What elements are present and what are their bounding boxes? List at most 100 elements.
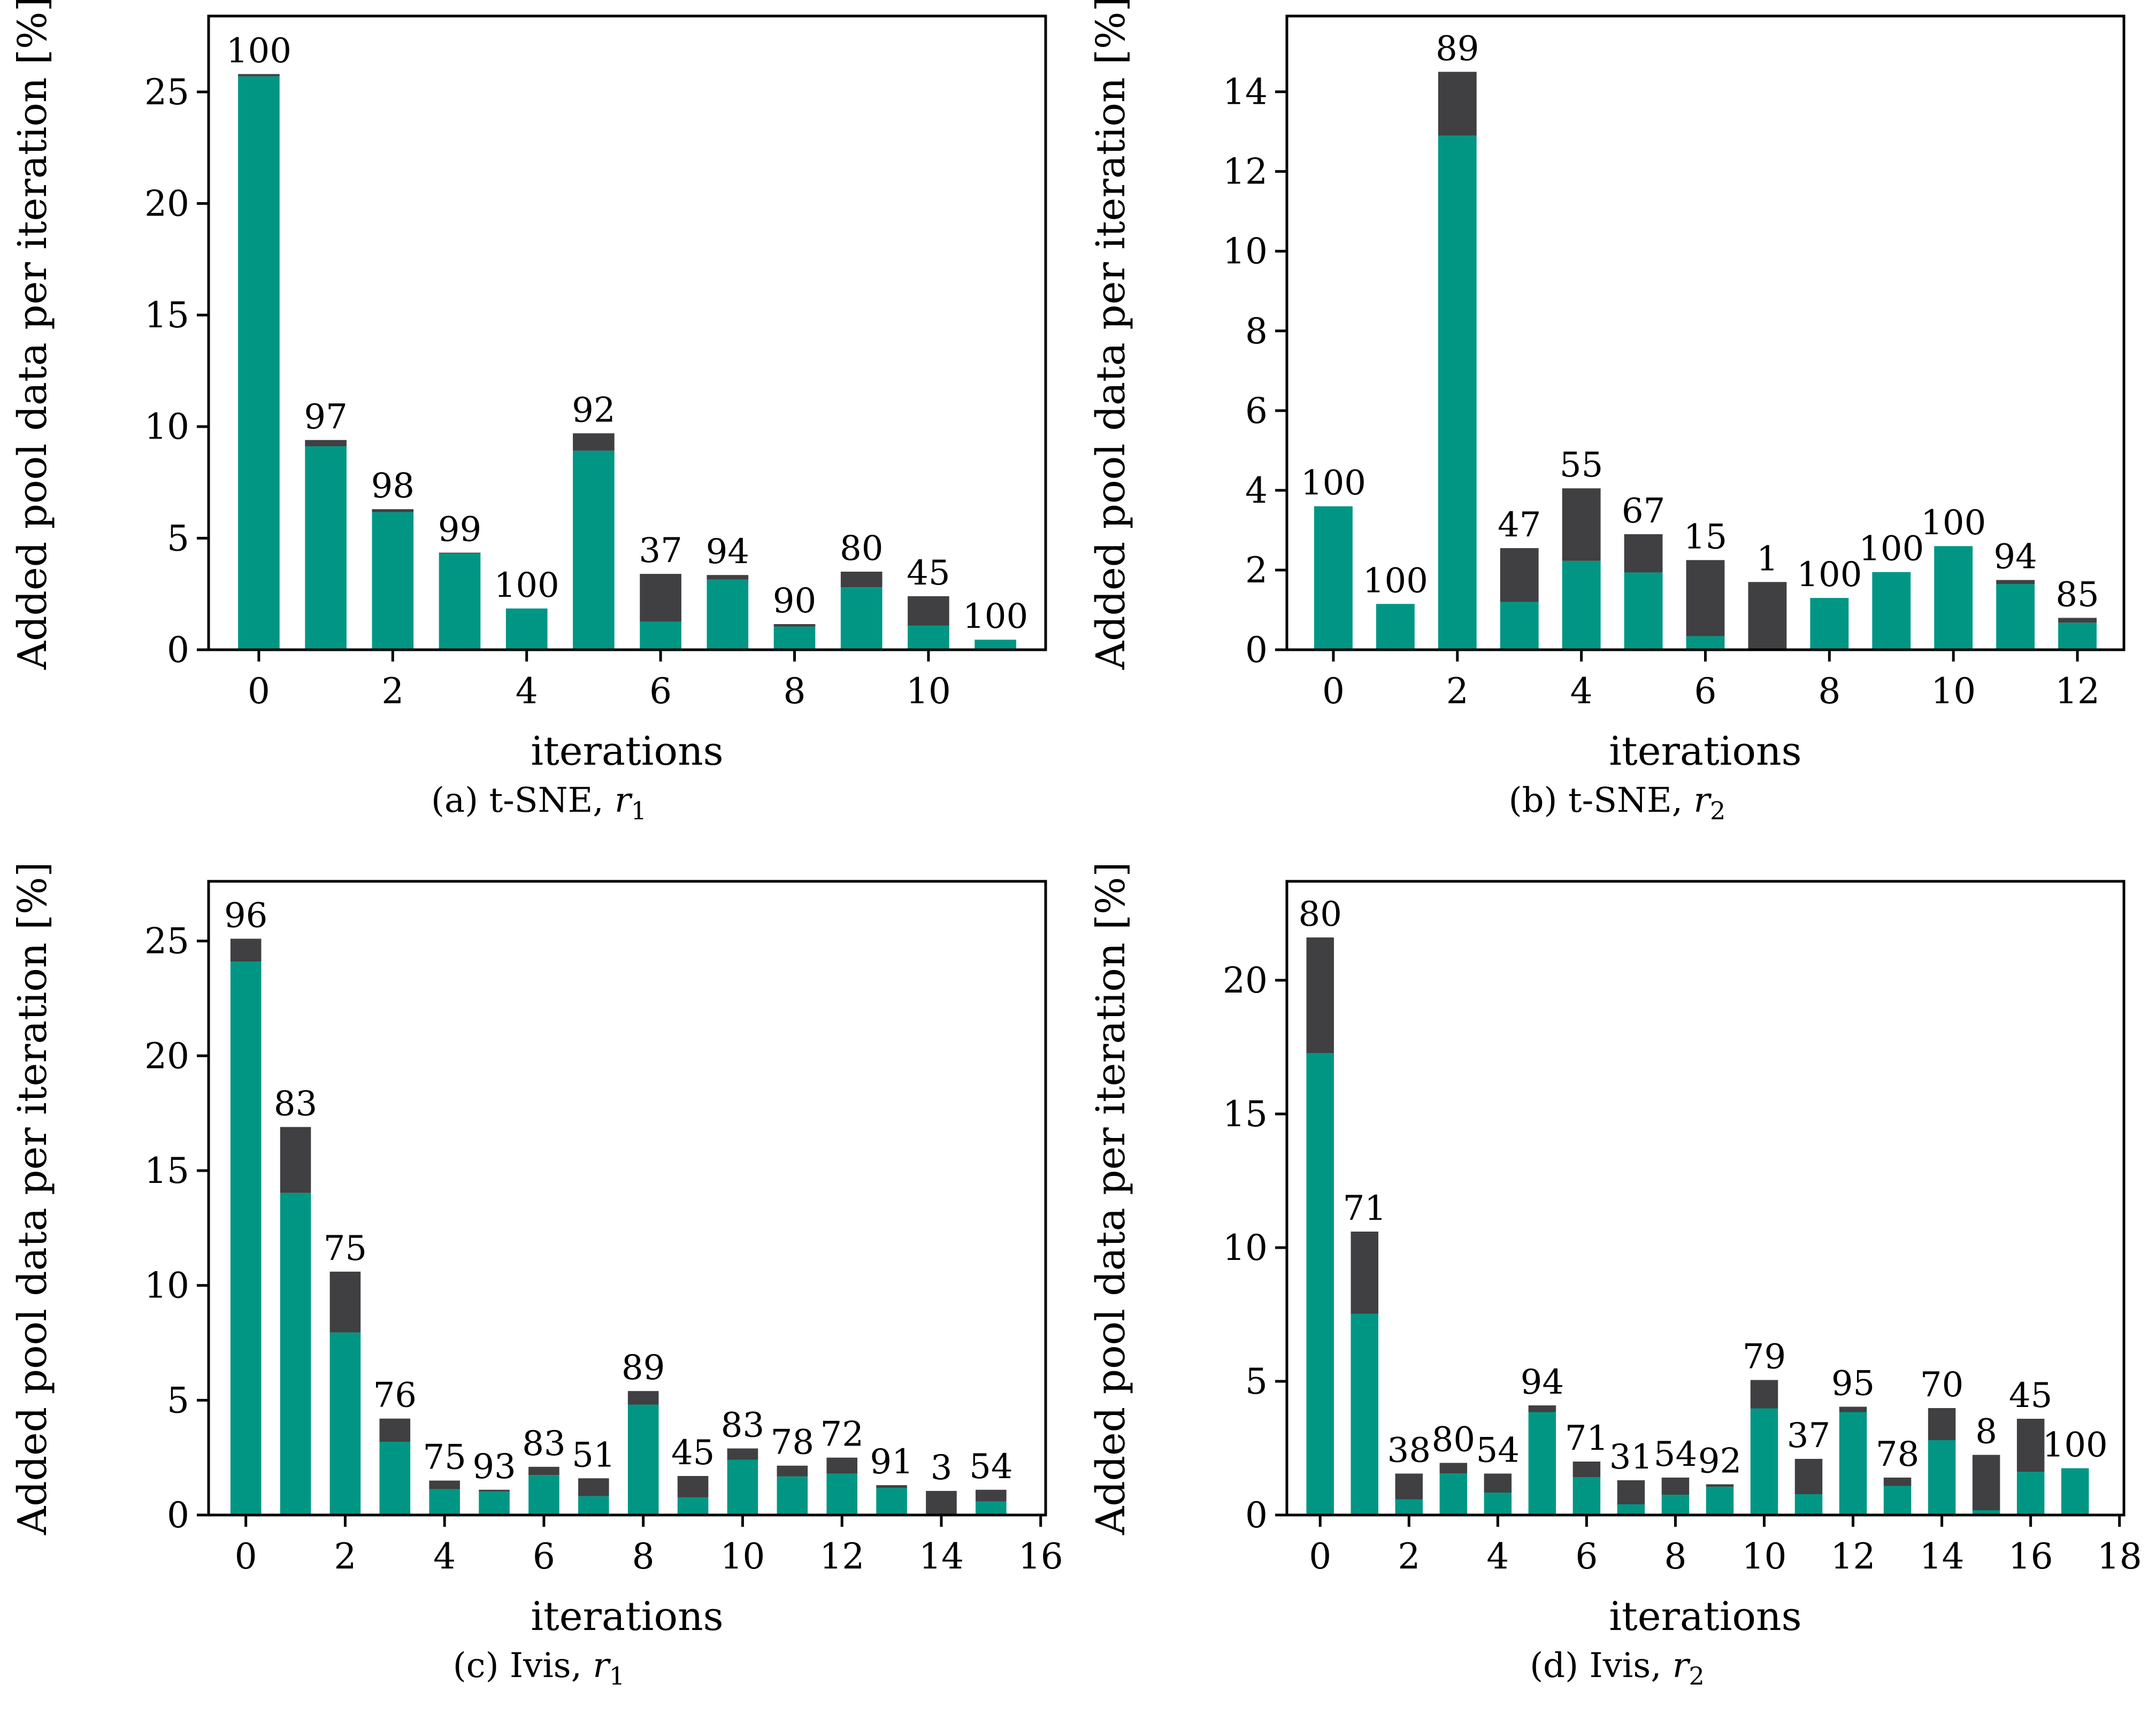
bar-value-label: 78 bbox=[771, 1423, 814, 1463]
bar-segment-teal bbox=[1794, 1494, 1823, 1515]
bar-segment-teal bbox=[1562, 560, 1601, 650]
y-tick-label: 25 bbox=[144, 72, 189, 113]
bar-segment-dark bbox=[926, 1490, 957, 1514]
bar-segment-teal bbox=[1839, 1412, 1867, 1515]
bar-segment-teal bbox=[640, 621, 681, 650]
bar-segment-dark bbox=[826, 1457, 857, 1474]
bar-segment-teal bbox=[826, 1473, 857, 1515]
y-tick-label: 0 bbox=[1245, 629, 1268, 671]
bar-segment-dark bbox=[528, 1466, 559, 1475]
subplot-d-ivis-r2: 80 71 38 80 54 94 71 31 54 92 79 37 95 78 70 8 45 100 0 5 10… bbox=[1078, 865, 2156, 1730]
bar-value-label: 54 bbox=[1654, 1435, 1697, 1474]
bar-value-label: 1 bbox=[1756, 539, 1778, 579]
caption-c-text: (c) Ivis, bbox=[452, 1646, 593, 1686]
bar-segment-teal bbox=[305, 446, 347, 650]
bar-segment-dark bbox=[627, 1391, 659, 1405]
y-tick-label: 15 bbox=[1223, 1094, 1268, 1135]
bar-value-label: 70 bbox=[1920, 1365, 1963, 1405]
y-axis-label: Added pool data per iteration [%] bbox=[10, 0, 56, 670]
y-axis-label: Added pool data per iteration [%] bbox=[1088, 0, 1134, 670]
bar-segment-dark bbox=[727, 1448, 758, 1460]
bar-segment-teal bbox=[1617, 1504, 1645, 1515]
caption-d: (d) Ivis, r2 bbox=[1078, 1647, 2156, 1688]
bar-segment-dark bbox=[707, 575, 749, 580]
y-tick-label: 8 bbox=[1245, 311, 1268, 352]
subplot-c-ivis-r1: 96 83 75 76 75 93 83 51 89 45 83 78 72 91 3 54 0 5 10 15 20 2… bbox=[0, 865, 1078, 1730]
bar-segment-dark bbox=[2016, 1419, 2045, 1472]
caption-a: (a) t-SNE, r1 bbox=[0, 781, 1078, 823]
bar-segment-teal bbox=[1706, 1487, 1734, 1515]
axes-frame bbox=[207, 14, 1047, 651]
bar-segment-dark bbox=[1306, 937, 1334, 1053]
bar-segment-dark bbox=[329, 1271, 361, 1333]
axes-frame bbox=[1285, 880, 2126, 1517]
x-tick-label: 10 bbox=[906, 671, 951, 712]
bar-segment-teal bbox=[840, 587, 883, 650]
bar-segment-teal bbox=[1872, 572, 1911, 650]
caption-c-sub: 1 bbox=[609, 1661, 625, 1690]
bar-value-label: 55 bbox=[1560, 445, 1603, 485]
x-tick-label: 0 bbox=[1322, 671, 1345, 712]
x-tick-label: 0 bbox=[1309, 1536, 1331, 1577]
bar-value-label: 80 bbox=[1299, 895, 1342, 934]
bar-segment-teal bbox=[1810, 598, 1849, 650]
bar-segment-teal bbox=[677, 1497, 709, 1515]
bar-segment-teal bbox=[1528, 1412, 1556, 1515]
y-tick-label: 12 bbox=[1223, 151, 1268, 193]
y-tick-label: 0 bbox=[167, 629, 189, 671]
bar-value-label: 99 bbox=[438, 510, 481, 549]
bar-segment-teal bbox=[573, 450, 615, 650]
bar-segment-teal bbox=[2061, 1468, 2089, 1515]
bar-segment-teal bbox=[773, 626, 816, 650]
bar-segment-teal bbox=[1883, 1486, 1912, 1515]
caption-c: (c) Ivis, r1 bbox=[0, 1646, 1078, 1688]
bar-value-label: 100 bbox=[226, 31, 291, 71]
bar-segment-dark bbox=[479, 1489, 510, 1492]
bar-segment-teal bbox=[1395, 1499, 1423, 1515]
bar-chart-a: 100 97 98 99 100 92 37 94 90 80 45 100 0 5 10 15 20 25 0 2 4… bbox=[10, 0, 1047, 774]
caption-b: (b) t-SNE, r2 bbox=[1078, 782, 2156, 823]
bar-value-label: 79 bbox=[1743, 1337, 1786, 1377]
bar-value-label: 100 bbox=[1797, 555, 1862, 595]
bar-segment-dark bbox=[876, 1485, 907, 1488]
x-axis-label: iterations bbox=[1609, 1594, 1801, 1640]
x-tick-label: 8 bbox=[1664, 1536, 1686, 1577]
x-tick-label: 16 bbox=[1018, 1536, 1063, 1577]
bar-segment-dark bbox=[840, 571, 883, 588]
bar-segment-teal bbox=[429, 1489, 460, 1515]
y-tick-label: 0 bbox=[1245, 1495, 1268, 1536]
bar-value-label: 83 bbox=[522, 1424, 565, 1464]
x-tick-label: 6 bbox=[533, 1536, 555, 1577]
bar-value-label: 80 bbox=[840, 529, 883, 568]
x-tick-label: 8 bbox=[1818, 671, 1840, 712]
bar-segment-teal bbox=[1572, 1477, 1601, 1515]
bar-segment-teal bbox=[230, 962, 262, 1515]
y-tick-label: 2 bbox=[1245, 550, 1268, 591]
bar-value-label: 31 bbox=[1609, 1437, 1653, 1477]
bar-segment-dark bbox=[640, 574, 681, 622]
bar-segment-dark bbox=[1686, 560, 1725, 636]
bar-segment-dark bbox=[1996, 580, 2035, 585]
y-tick-label: 25 bbox=[144, 921, 189, 962]
bar-value-label: 95 bbox=[1831, 1364, 1875, 1404]
x-tick-label: 6 bbox=[1694, 671, 1717, 712]
x-tick-label: 10 bbox=[720, 1536, 765, 1577]
bar-segment-dark bbox=[908, 596, 949, 626]
bar-segment-teal bbox=[1934, 546, 1973, 650]
bar-value-label: 94 bbox=[1993, 537, 2037, 577]
y-tick-label: 20 bbox=[144, 1035, 189, 1077]
bar-value-label: 54 bbox=[1476, 1431, 1520, 1471]
x-tick-label: 4 bbox=[433, 1536, 456, 1577]
subplot-a-tsne-r1: 100 97 98 99 100 92 37 94 90 80 45 100 0 5 10 15 20 25 0 2 4… bbox=[0, 0, 1078, 865]
bar-value-label: 71 bbox=[1343, 1189, 1386, 1228]
caption-d-sub: 2 bbox=[1689, 1661, 1705, 1690]
x-tick-label: 12 bbox=[1831, 1536, 1876, 1577]
bar-segment-teal bbox=[1306, 1053, 1334, 1515]
bar-segment-dark bbox=[1572, 1462, 1601, 1477]
caption-a-rvar: r bbox=[615, 781, 631, 820]
bar-segment-dark bbox=[677, 1476, 709, 1497]
y-tick-label: 10 bbox=[1223, 1227, 1268, 1268]
bar-segment-teal bbox=[1996, 584, 2035, 650]
y-tick-label: 10 bbox=[1223, 231, 1268, 272]
